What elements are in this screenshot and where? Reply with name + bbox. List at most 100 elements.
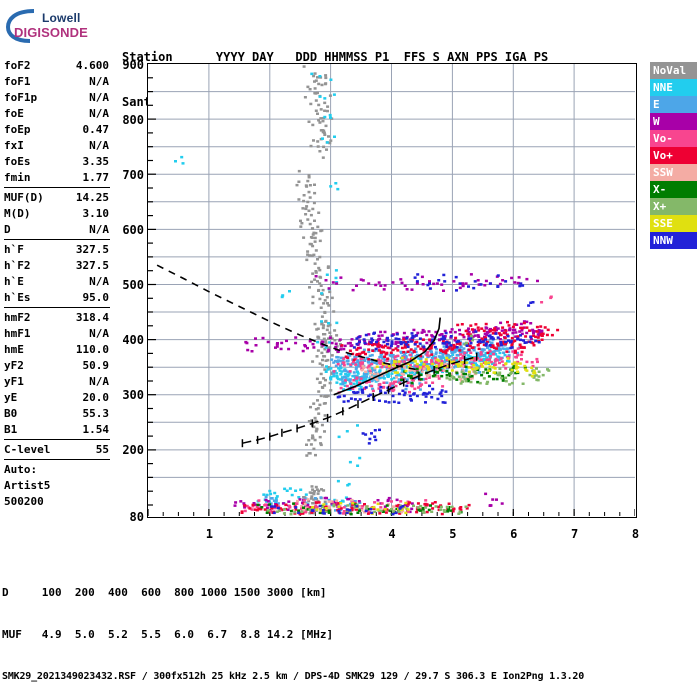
- grid-lines: [148, 64, 635, 516]
- param-row-hme: hmE 110.0: [2, 342, 112, 358]
- legend-item-noval[interactable]: NoVal: [650, 62, 697, 79]
- param-key: h`Es: [4, 291, 31, 304]
- param-value: N/A: [89, 75, 109, 88]
- axis-ticks: [148, 77, 635, 516]
- param-key: foEs: [4, 155, 31, 168]
- param-value: 3.35: [82, 155, 110, 168]
- param-key: foE: [4, 107, 24, 120]
- annotation-f-layer-trace: [333, 317, 441, 396]
- annotation-muf-dashed-curve: [156, 264, 423, 372]
- param-key: foEp: [4, 123, 31, 136]
- param-value: 50.9: [82, 359, 110, 372]
- param-row-hmf1: hmF1 N/A: [2, 326, 112, 342]
- param-row-foep: foEp 0.47: [2, 122, 112, 138]
- legend-item-nne[interactable]: NNE: [650, 79, 697, 96]
- param-key: h`F: [4, 243, 24, 256]
- param-value: N/A: [89, 91, 109, 104]
- param-key: yF1: [4, 375, 24, 388]
- y-axis-tick-label: 700: [122, 167, 144, 182]
- param-value: N/A: [89, 375, 109, 388]
- x-axis-tick-label: 3: [327, 527, 335, 541]
- x-axis-tick-label: 6: [510, 527, 518, 541]
- param-auto-label: Auto:: [4, 463, 38, 476]
- param-value: 1.54: [82, 423, 110, 436]
- y-axis-tick-label: 500: [122, 277, 144, 292]
- param-row-md: M(D) 3.10: [2, 206, 112, 222]
- param-key: yE: [4, 391, 18, 404]
- param-key: foF1p: [4, 91, 38, 104]
- param-row-fxi: fxI N/A: [2, 138, 112, 154]
- y-axis-tick-label: 200: [122, 443, 144, 458]
- param-row-hes: h`Es 95.0: [2, 290, 112, 306]
- param-value: N/A: [89, 107, 109, 120]
- footer-file-row: SMK29_2021349023432.RSF / 300fx512h 25 k…: [2, 671, 585, 682]
- param-row-yf1: yF1 N/A: [2, 374, 112, 390]
- param-value: N/A: [89, 223, 109, 236]
- param-value: 4.600: [75, 59, 109, 72]
- param-value: 327.5: [75, 259, 109, 272]
- param-row-d: D N/A: [2, 222, 112, 238]
- x-axis-tick-label: 4: [388, 527, 396, 541]
- param-key: foF2: [4, 59, 31, 72]
- param-key: hmE: [4, 343, 24, 356]
- profile-tick-bars: [241, 352, 478, 448]
- legend-item-e[interactable]: E: [650, 96, 697, 113]
- param-row-b1: B1 1.54: [2, 422, 112, 438]
- legend-item-nnw[interactable]: NNW: [650, 232, 697, 249]
- y-axis-tick-label: 600: [122, 222, 144, 237]
- param-row-foe: foE N/A: [2, 106, 112, 122]
- param-key: fxI: [4, 139, 24, 152]
- param-key: B0: [4, 407, 18, 420]
- y-axis-tick-label: 800: [122, 112, 144, 127]
- legend-item-w[interactable]: W: [650, 113, 697, 130]
- param-row-fof1: foF1 N/A: [2, 74, 112, 90]
- param-value: 0.47: [82, 123, 110, 136]
- param-auto-name: Artist5: [4, 479, 51, 492]
- param-row-foes: foEs 3.35: [2, 154, 112, 170]
- param-row-b0: B0 55.3: [2, 406, 112, 422]
- x-axis-tick-label: 1: [205, 527, 213, 541]
- param-row-he: h`E N/A: [2, 274, 112, 290]
- param-value: 14.25: [75, 191, 109, 204]
- legend-item-vo[interactable]: Vo-: [650, 130, 697, 147]
- y-axis-tick-label: 900: [122, 57, 144, 72]
- param-key: h`E: [4, 275, 24, 288]
- param-group-divider: [4, 187, 110, 188]
- legend-item-x[interactable]: X+: [650, 198, 697, 215]
- annotation-profile-trace-with-ticks: [242, 355, 477, 444]
- direction-legend: NoVal NNE E W Vo- Vo+ SSW X- X+ SSE NNW: [650, 62, 697, 249]
- ionogram-canvas: [148, 64, 635, 516]
- param-row-clevel: C-level 55: [2, 442, 112, 458]
- lowell-digisonde-logo: Lowell DIGISONDE: [4, 8, 100, 44]
- legend-item-x[interactable]: X-: [650, 181, 697, 198]
- param-group-divider: [4, 459, 110, 460]
- y-axis-tick-label: 80: [129, 509, 144, 524]
- y-axis-labels: 80 200 300 400 500 600 700 800 900: [100, 0, 144, 600]
- param-group-divider: [4, 439, 110, 440]
- legend-item-vo[interactable]: Vo+: [650, 147, 697, 164]
- param-value: 95.0: [82, 291, 110, 304]
- param-key: hmF2: [4, 311, 31, 324]
- x-axis-labels: 1 2 3 4 5 6 7 8: [0, 527, 700, 547]
- logo-lowell-text: Lowell: [42, 11, 81, 25]
- param-row-hf: h`F 327.5: [2, 242, 112, 258]
- param-value: 318.4: [75, 311, 109, 324]
- param-row-hf2: h`F2 327.5: [2, 258, 112, 274]
- echo-points: [174, 65, 560, 516]
- param-row-mufd: MUF(D) 14.25: [2, 190, 112, 206]
- footer-distance-row: D 100 200 400 600 800 1000 1500 3000 [km…: [2, 586, 327, 599]
- echo-series-x: [267, 334, 551, 516]
- param-key: MUF(D): [4, 191, 44, 204]
- ionogram-plot[interactable]: [147, 63, 637, 518]
- param-key: fmin: [4, 171, 31, 184]
- param-group-divider: [4, 307, 110, 308]
- param-key: hmF1: [4, 327, 31, 340]
- legend-item-ssw[interactable]: SSW: [650, 164, 697, 181]
- header-labels-row: Station YYYY DAY DDD HHMMSS P1 FFS S AXN…: [122, 50, 549, 64]
- param-value: 20.0: [82, 391, 110, 404]
- param-value: 1.77: [82, 171, 110, 184]
- echo-series-nne: [174, 72, 511, 512]
- echo-series-noval: [295, 65, 342, 515]
- legend-item-sse[interactable]: SSE: [650, 215, 697, 232]
- param-value: 327.5: [75, 243, 109, 256]
